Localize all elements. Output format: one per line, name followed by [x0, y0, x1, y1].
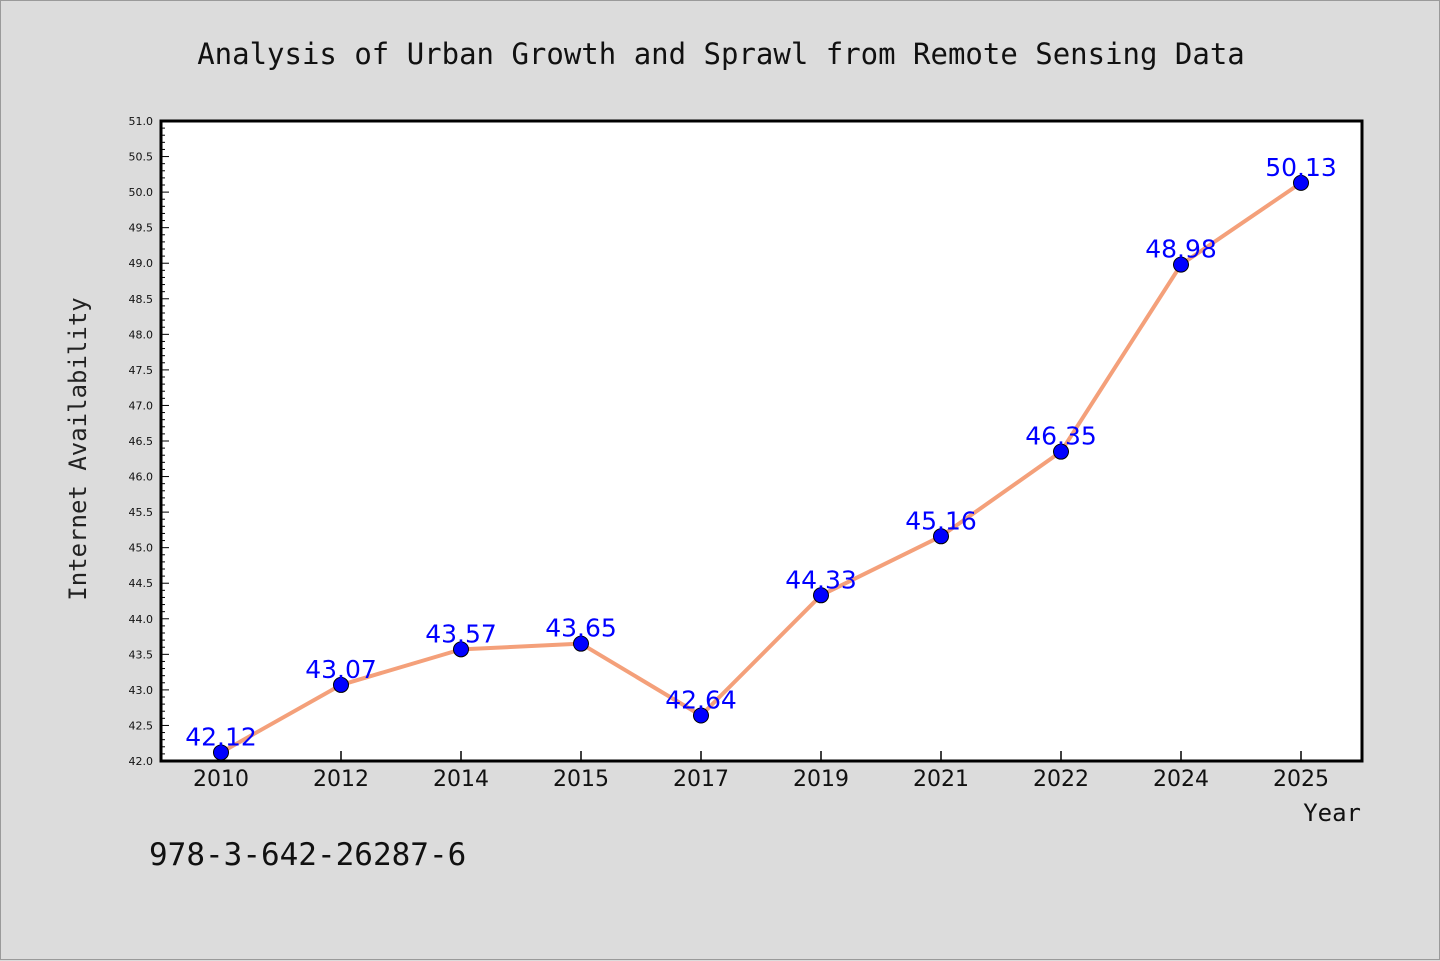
data-point	[333, 676, 349, 693]
data-label: 48.98	[1145, 235, 1217, 264]
data-point	[813, 587, 829, 604]
data-point	[1053, 443, 1069, 460]
plot-border	[159, 119, 1364, 763]
y-axis-label: Internet Availability	[64, 297, 92, 600]
x-tick-label: 2015	[553, 767, 609, 792]
data-label: 44.33	[785, 565, 857, 594]
y-tick-label: 47.0	[129, 399, 154, 412]
data-label: 43.65	[545, 614, 617, 643]
y-tick-label: 50.0	[129, 186, 154, 199]
y-tick-label: 42.0	[129, 755, 154, 768]
series-layer: 42.12 43.07 43.57 43.65 42.64 44.33 45.16 46.35…	[185, 153, 1337, 761]
data-label: 45.16	[905, 506, 977, 535]
x-tick-label: 2025	[1273, 767, 1329, 792]
data-point	[1173, 256, 1189, 273]
data-point	[453, 641, 469, 658]
x-tick-label: 2017	[673, 767, 729, 792]
y-tick-label: 45.5	[129, 506, 154, 519]
y-tick-label: 51.0	[129, 115, 154, 128]
x-axis-label: Year	[1303, 799, 1361, 827]
y-tick-label: 43.0	[129, 684, 154, 697]
data-point	[693, 707, 709, 724]
data-point	[933, 528, 949, 545]
isbn-label: 978-3-642-26287-6	[149, 837, 466, 873]
y-tick-label: 47.5	[129, 364, 154, 377]
data-label: 42.12	[185, 722, 257, 751]
y-tick-label: 48.0	[129, 328, 154, 341]
data-point	[1293, 174, 1309, 191]
data-label: 43.57	[425, 619, 497, 648]
x-tick-label: 2014	[433, 767, 489, 792]
data-label: 42.64	[665, 685, 737, 714]
y-tick-label: 46.0	[129, 471, 154, 484]
y-tick-label: 45.0	[129, 542, 154, 555]
y-tick-label: 49.5	[129, 222, 154, 235]
series-line	[220, 181, 1303, 755]
x-tick-label: 2021	[913, 767, 969, 792]
y-tick-label: 42.5	[129, 719, 154, 732]
y-tick-label: 44.5	[129, 577, 154, 590]
y-tick-label: 43.5	[129, 648, 154, 661]
x-tick-label: 2019	[793, 767, 849, 792]
data-point	[573, 635, 589, 652]
y-tick-label: 49.0	[129, 257, 154, 270]
x-tick-label: 2022	[1033, 767, 1089, 792]
data-label: 50.13	[1265, 153, 1337, 182]
chart-title: Analysis of Urban Growth and Sprawl from…	[197, 37, 1245, 71]
x-tick-label: 2012	[313, 767, 369, 792]
y-tick-label: 50.5	[129, 151, 154, 164]
x-tick-label: 2024	[1153, 767, 1209, 792]
x-axis: 2010 2012 2014 2015 2017 2019 2021 2022 2024 2025	[193, 751, 1329, 792]
x-tick-label: 2010	[193, 767, 249, 792]
y-tick-label: 48.5	[129, 293, 154, 306]
data-label: 43.07	[305, 655, 377, 684]
data-label: 46.35	[1025, 422, 1097, 451]
y-tick-label: 46.5	[129, 435, 154, 448]
y-tick-label: 44.0	[129, 613, 154, 626]
